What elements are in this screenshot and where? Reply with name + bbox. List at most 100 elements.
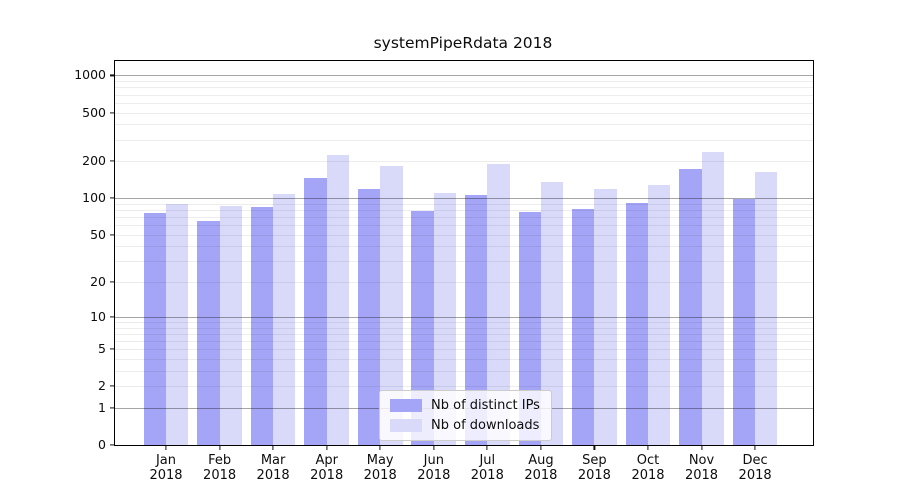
y-axis-ticks: 0 1 2 5 10 20 50 100 200 500 1000 xyxy=(74,61,813,452)
y-tick-label: 20 xyxy=(90,274,106,290)
y-tick-mark xyxy=(110,348,114,350)
gridline-minor xyxy=(115,321,813,323)
legend-swatch-distinct-ips xyxy=(390,399,422,412)
y-tick-mark xyxy=(110,111,114,114)
gridline-minor xyxy=(115,124,813,126)
x-tick-label: Nov 2018 xyxy=(684,453,719,483)
x-axis-ticks: Jan 2018 Feb 2018 Mar 2018 Apr 2018 May 2018… xyxy=(115,61,813,483)
x-tick-label: Jun 2018 xyxy=(417,453,451,483)
gridline-minor xyxy=(115,203,813,205)
gridline-minor xyxy=(115,386,813,388)
bar-ips-jun xyxy=(411,211,434,445)
plot-area: 0 1 2 5 10 20 50 100 200 500 1000 Jan 2018 Feb 2018… xyxy=(74,60,814,483)
y-tick-label: 50 xyxy=(90,226,106,242)
gridline-major xyxy=(115,75,813,77)
y-tick-label: 5 xyxy=(98,341,106,357)
bar-ips-nov xyxy=(679,169,702,445)
x-tick-mark xyxy=(379,446,381,450)
bar-downloads-jan xyxy=(166,203,189,445)
legend-item-downloads: Nb of downloads xyxy=(390,418,540,433)
y-tick-label: 1000 xyxy=(74,67,106,83)
bar-ips-aug xyxy=(518,211,541,445)
legend: Nb of distinct IPs Nb of downloads xyxy=(379,390,552,441)
x-tick-mark xyxy=(272,446,274,450)
x-tick-label: Dec 2018 xyxy=(738,453,772,483)
legend-swatch-downloads xyxy=(390,419,422,432)
bar-ips-feb xyxy=(197,220,220,445)
y-tick-label: 200 xyxy=(82,153,106,169)
gridline-minor xyxy=(115,112,813,114)
gridlines-layer xyxy=(115,61,813,445)
bar-downloads-jul xyxy=(487,164,510,445)
x-tick-mark xyxy=(700,446,703,450)
bar-downloads-jun xyxy=(433,193,457,445)
x-tick-label: May 2018 xyxy=(363,453,397,483)
bar-ips-jul xyxy=(465,194,488,445)
y-tick-mark xyxy=(110,234,114,236)
gridline-minor xyxy=(115,370,813,372)
y-tick-label: 10 xyxy=(90,308,106,324)
x-tick-label: Aug 2018 xyxy=(524,453,558,483)
bar-downloads-nov xyxy=(701,152,724,445)
gridline-minor xyxy=(115,102,813,104)
y-tick-mark xyxy=(110,197,114,199)
gridline-minor xyxy=(115,94,813,96)
x-tick-label: Jul 2018 xyxy=(470,453,504,483)
x-tick-mark xyxy=(433,446,435,450)
bar-downloads-sep xyxy=(594,189,617,445)
x-tick-mark xyxy=(219,446,221,450)
gridline-major xyxy=(115,198,813,200)
x-tick-label: Apr 2018 xyxy=(310,453,344,483)
x-tick-label: Sep 2018 xyxy=(577,453,611,483)
chart-title: systemPipeRdata 2018 xyxy=(373,34,553,52)
gridline-minor xyxy=(115,327,813,329)
gridline-minor xyxy=(115,282,813,284)
legend-item-distinct-ips: Nb of distinct IPs xyxy=(390,398,540,413)
bar-downloads-may xyxy=(380,165,403,445)
gridline-minor xyxy=(115,358,813,360)
gridline-minor xyxy=(115,246,813,248)
gridline-minor xyxy=(115,139,813,141)
bar-downloads-apr xyxy=(326,154,349,445)
y-tick-mark xyxy=(110,160,114,162)
gridline-minor xyxy=(115,333,813,335)
bar-downloads-feb xyxy=(219,206,242,445)
y-tick-mark xyxy=(110,444,114,446)
y-tick-label: 500 xyxy=(82,104,106,120)
x-tick-mark xyxy=(647,446,649,450)
x-tick-mark xyxy=(326,446,328,450)
bar-ips-dec xyxy=(732,199,756,445)
gridline-minor xyxy=(115,209,813,211)
bar-downloads-mar xyxy=(273,194,296,445)
gridline-minor xyxy=(115,340,813,342)
x-tick-label: Oct 2018 xyxy=(631,453,665,483)
bar-ips-apr xyxy=(304,178,327,445)
x-tick-label: Feb 2018 xyxy=(203,453,237,483)
gridline-minor xyxy=(115,234,813,236)
bars-layer xyxy=(115,61,813,445)
y-tick-mark xyxy=(110,385,114,387)
bar-ips-sep xyxy=(572,208,595,445)
y-tick-mark xyxy=(110,281,114,283)
legend-label: Nb of downloads xyxy=(431,418,540,433)
gridline-minor xyxy=(115,217,813,218)
y-tick-label: 0 xyxy=(98,437,106,453)
x-tick-mark xyxy=(593,446,595,450)
bar-ips-oct xyxy=(625,203,648,445)
y-tick-mark xyxy=(110,74,114,76)
gridline-minor xyxy=(115,81,813,83)
bar-ips-may xyxy=(357,188,381,445)
bar-downloads-oct xyxy=(647,185,671,445)
x-tick-mark xyxy=(486,446,488,450)
bar-ips-mar xyxy=(250,207,274,445)
y-tick-label: 1 xyxy=(98,400,106,416)
x-tick-label: Mar 2018 xyxy=(256,453,290,483)
x-tick-label: Jan 2018 xyxy=(149,453,183,483)
y-tick-mark xyxy=(110,316,114,318)
y-tick-mark xyxy=(110,407,114,409)
gridline-minor xyxy=(115,225,813,227)
bar-ips-jan xyxy=(143,213,166,445)
gridline-minor xyxy=(115,161,813,163)
y-tick-label: 100 xyxy=(82,190,106,206)
